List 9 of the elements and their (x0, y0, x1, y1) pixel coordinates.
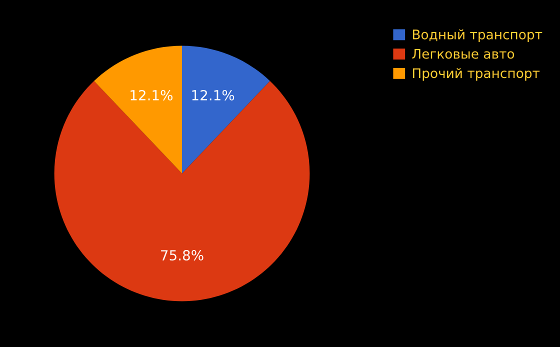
pie-slice (54, 80, 310, 302)
data-label: 75.8% (161, 250, 204, 261)
data-label: 12.1% (192, 90, 234, 100)
legend-label: Прочий транспорт (412, 68, 540, 81)
data-label: 12.1% (130, 90, 172, 100)
pie-slice (182, 46, 270, 174)
pie-slice (94, 46, 182, 174)
legend-label: Легковые авто (412, 49, 514, 59)
legend-label: Водный транспорт (412, 29, 542, 42)
